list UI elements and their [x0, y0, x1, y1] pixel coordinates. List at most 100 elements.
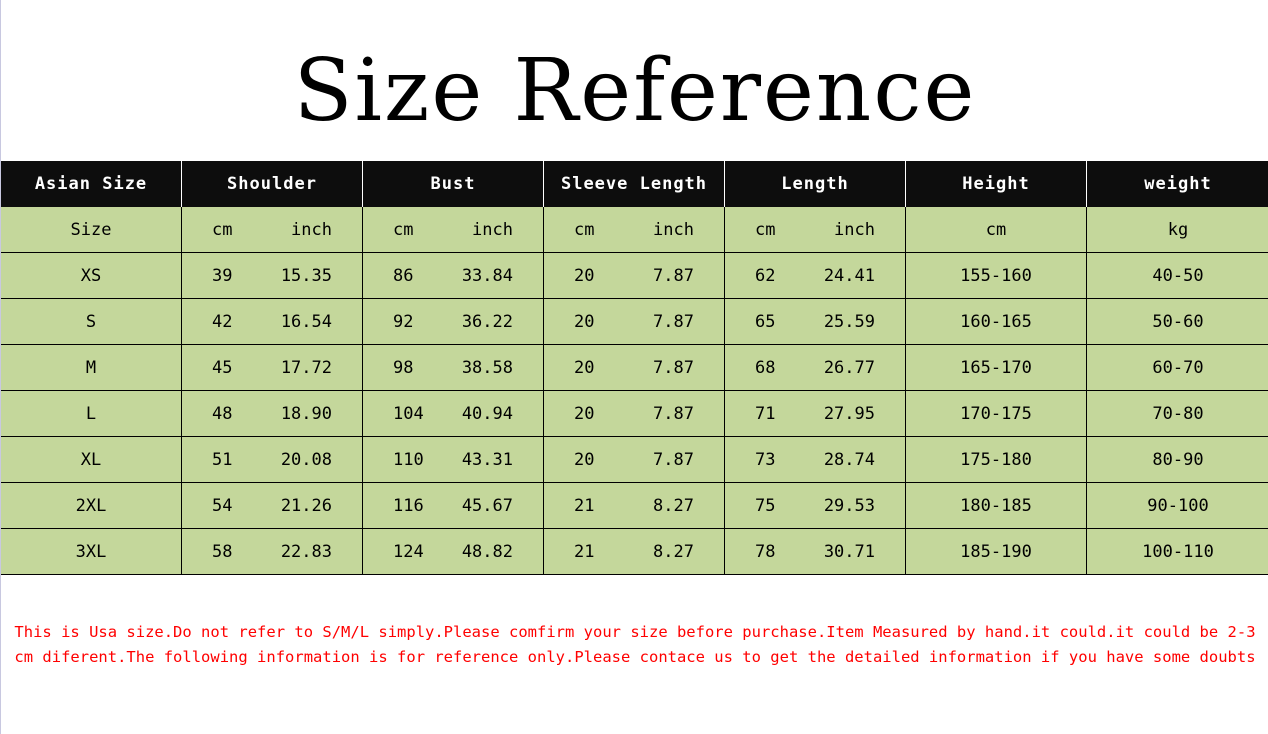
cm-value: 21	[574, 495, 595, 516]
measure-pair: 39 15.35	[182, 253, 363, 298]
measure-pair: 21 8.27	[544, 529, 725, 574]
weight-cell: 70-80	[1152, 403, 1204, 424]
measure-pair: 110 43.31	[363, 437, 544, 482]
size-cell: L	[1, 391, 182, 436]
cm-value: 20	[574, 357, 595, 378]
unit-cm: cm	[212, 219, 233, 240]
cm-value: 39	[212, 265, 233, 286]
unit-cm: cm	[755, 219, 776, 240]
cm-value: 73	[755, 449, 776, 470]
size-cell: S	[1, 299, 182, 344]
table-row: S 42 16.54 92 36.22 20 7.87 65 25.59 160-165 50-60	[1, 299, 1268, 345]
disclaimer-note: This is Usa size.Do not refer to S/M/L s…	[14, 623, 1256, 666]
inch-value: 33.84	[461, 265, 513, 286]
inch-value: 30.71	[823, 541, 875, 562]
cm-value: 48	[212, 403, 233, 424]
weight-cell: 90-100	[1147, 495, 1209, 516]
inch-value: 7.87	[653, 449, 694, 470]
measure-pair: 86 33.84	[363, 253, 544, 298]
cm-value: 58	[212, 541, 233, 562]
weight-cell: 80-90	[1152, 449, 1204, 470]
header-cell: Length	[725, 161, 906, 207]
measure-pair: 20 7.87	[544, 299, 725, 344]
table-row: XS 39 15.35 86 33.84 20 7.87 62 24.41 155-160 40-5…	[1, 253, 1268, 299]
inch-value: 43.31	[461, 449, 513, 470]
size-table: Asian Size Shoulder Bust Sleeve Length L…	[1, 161, 1268, 575]
inch-value: 18.90	[280, 403, 332, 424]
cm-value: 51	[212, 449, 233, 470]
measure-pair: 65 25.59	[725, 299, 906, 344]
unit-inch: inch	[653, 219, 694, 240]
inch-value: 15.35	[280, 265, 332, 286]
measure-pair: 20 7.87	[544, 437, 725, 482]
inch-value: 28.74	[823, 449, 875, 470]
cm-value: 21	[574, 541, 595, 562]
cm-value: 124	[393, 541, 424, 562]
measure-pair: 92 36.22	[363, 299, 544, 344]
height-cell: 180-185	[906, 483, 1087, 528]
inch-value: 7.87	[653, 265, 694, 286]
size-cell: 2XL	[1, 483, 182, 528]
cm-value: 92	[393, 311, 414, 332]
height-cell: 175-180	[906, 437, 1087, 482]
header-cell: Bust	[363, 161, 544, 207]
unit-cell: kg	[1167, 219, 1189, 240]
measure-pair: 42 16.54	[182, 299, 363, 344]
inch-value: 25.59	[823, 311, 875, 332]
cm-value: 71	[755, 403, 776, 424]
inch-value: 40.94	[461, 403, 513, 424]
height-cell: 160-165	[906, 299, 1087, 344]
cm-value: 78	[755, 541, 776, 562]
size-cell: XL	[1, 437, 182, 482]
header-cell: weight	[1144, 174, 1212, 194]
cm-value: 20	[574, 265, 595, 286]
inch-value: 36.22	[461, 311, 513, 332]
cm-value: 98	[393, 357, 414, 378]
size-cell: M	[1, 345, 182, 390]
measure-pair: 78 30.71	[725, 529, 906, 574]
inch-value: 24.41	[823, 265, 875, 286]
measure-pair: 48 18.90	[182, 391, 363, 436]
measure-pair: 75 29.53	[725, 483, 906, 528]
measure-pair: 51 20.08	[182, 437, 363, 482]
measure-pair: 21 8.27	[544, 483, 725, 528]
measure-pair: 116 45.67	[363, 483, 544, 528]
cm-value: 110	[393, 449, 424, 470]
units-row: Size cm inch cm inch cm inch cm inch cm kg	[1, 207, 1268, 253]
measure-pair: 20 7.87	[544, 345, 725, 390]
header-cell: Height	[906, 161, 1087, 207]
inch-value: 29.53	[823, 495, 875, 516]
unit-inch: inch	[291, 219, 332, 240]
cm-value: 20	[574, 311, 595, 332]
weight-cell: 50-60	[1152, 311, 1204, 332]
cm-value: 65	[755, 311, 776, 332]
cm-value: 20	[574, 403, 595, 424]
table-header-row: Asian Size Shoulder Bust Sleeve Length L…	[1, 161, 1268, 207]
cm-value: 62	[755, 265, 776, 286]
cm-value: 68	[755, 357, 776, 378]
header-cell: Sleeve Length	[544, 161, 725, 207]
unit-pair: cm inch	[725, 207, 906, 252]
weight-cell: 60-70	[1152, 357, 1204, 378]
unit-cm: cm	[574, 219, 595, 240]
cm-value: 54	[212, 495, 233, 516]
cm-value: 20	[574, 449, 595, 470]
unit-cm: cm	[393, 219, 414, 240]
page-title: Size Reference	[293, 41, 977, 141]
header-cell: Shoulder	[182, 161, 363, 207]
inch-value: 21.26	[280, 495, 332, 516]
cm-value: 45	[212, 357, 233, 378]
table-row: L 48 18.90 104 40.94 20 7.87 71 27.95 170-175 70-8…	[1, 391, 1268, 437]
weight-cell: 40-50	[1152, 265, 1204, 286]
inch-value: 7.87	[653, 311, 694, 332]
measure-pair: 104 40.94	[363, 391, 544, 436]
table-row: 3XL 58 22.83 124 48.82 21 8.27 78 30.71 185-190 10…	[1, 529, 1268, 575]
cm-value: 86	[393, 265, 414, 286]
cm-value: 42	[212, 311, 233, 332]
measure-pair: 71 27.95	[725, 391, 906, 436]
inch-value: 38.58	[461, 357, 513, 378]
unit-inch: inch	[834, 219, 875, 240]
unit-pair: cm inch	[544, 207, 725, 252]
cm-value: 104	[393, 403, 424, 424]
measure-pair: 62 24.41	[725, 253, 906, 298]
